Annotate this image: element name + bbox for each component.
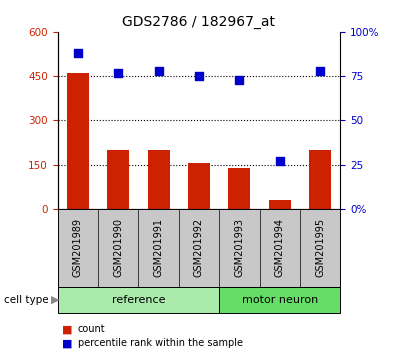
Bar [309, 150, 331, 209]
Text: GSM201992: GSM201992 [194, 218, 204, 278]
Bar [219, 287, 340, 313]
Text: percentile rank within the sample: percentile rank within the sample [78, 338, 243, 348]
Title: GDS2786 / 182967_at: GDS2786 / 182967_at [123, 16, 275, 29]
Text: ▶: ▶ [51, 295, 59, 305]
Text: GSM201994: GSM201994 [275, 218, 285, 277]
Text: ■: ■ [62, 324, 72, 334]
Text: reference: reference [112, 295, 165, 305]
Text: ■: ■ [62, 338, 72, 348]
Text: GSM201989: GSM201989 [73, 218, 83, 277]
Text: GSM201995: GSM201995 [315, 218, 325, 278]
Bar [228, 167, 250, 209]
Bar [107, 150, 129, 209]
Text: GSM201993: GSM201993 [234, 218, 244, 277]
Bar [58, 287, 219, 313]
Point [156, 68, 162, 74]
Text: count: count [78, 324, 105, 334]
Bar [188, 163, 210, 209]
Bar [148, 150, 170, 209]
Point [196, 73, 202, 79]
Point [277, 158, 283, 164]
Text: GSM201991: GSM201991 [154, 218, 164, 277]
Bar [67, 73, 89, 209]
Text: motor neuron: motor neuron [242, 295, 318, 305]
Point [115, 70, 121, 75]
Point [75, 50, 81, 56]
Text: cell type: cell type [4, 295, 49, 305]
Point [317, 68, 323, 74]
Text: GSM201990: GSM201990 [113, 218, 123, 277]
Bar [269, 200, 291, 209]
Point [236, 77, 242, 82]
